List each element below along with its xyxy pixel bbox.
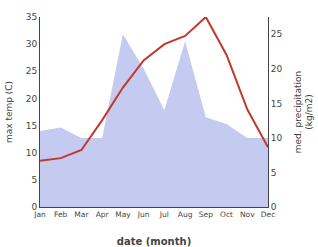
svg-text:Dec: Dec xyxy=(261,210,276,219)
svg-text:Apr: Apr xyxy=(96,210,110,219)
svg-text:Mar: Mar xyxy=(74,210,89,219)
svg-text:10: 10 xyxy=(271,133,283,143)
svg-text:5: 5 xyxy=(271,168,277,178)
svg-text:5: 5 xyxy=(31,175,37,185)
svg-text:15: 15 xyxy=(271,99,282,109)
svg-text:Aug: Aug xyxy=(178,210,193,219)
svg-text:0: 0 xyxy=(31,202,37,212)
svg-text:25: 25 xyxy=(271,29,282,39)
svg-text:Oct: Oct xyxy=(220,210,233,219)
svg-text:max temp (C): max temp (C) xyxy=(4,81,14,143)
svg-text:date (month): date (month) xyxy=(117,236,191,247)
svg-text:20: 20 xyxy=(26,94,38,104)
svg-text:Nov: Nov xyxy=(240,210,255,219)
svg-text:Sep: Sep xyxy=(199,210,213,219)
svg-text:25: 25 xyxy=(26,66,37,76)
svg-text:35: 35 xyxy=(26,12,37,22)
svg-text:20: 20 xyxy=(271,64,283,74)
svg-text:med. precipitation(kg/m2): med. precipitation(kg/m2) xyxy=(293,71,315,153)
svg-text:30: 30 xyxy=(26,39,38,49)
svg-text:Jul: Jul xyxy=(159,210,169,219)
svg-text:0: 0 xyxy=(271,202,277,212)
svg-text:10: 10 xyxy=(26,148,38,158)
svg-text:May: May xyxy=(115,210,131,219)
svg-text:Jan: Jan xyxy=(33,210,46,219)
svg-text:Jun: Jun xyxy=(137,210,150,219)
svg-text:Feb: Feb xyxy=(54,210,68,219)
svg-text:15: 15 xyxy=(26,121,37,131)
